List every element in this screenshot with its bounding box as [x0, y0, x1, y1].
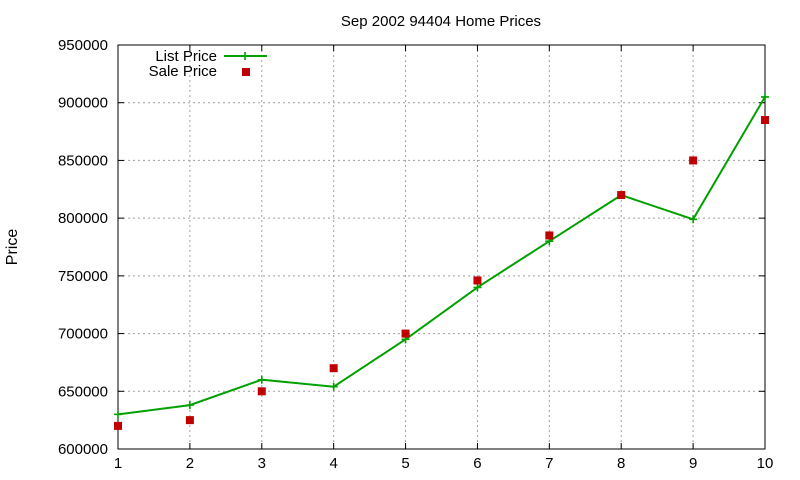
sale-price-point: [689, 156, 698, 165]
list-price-point: [329, 382, 338, 391]
y-tick-label: 700000: [58, 326, 108, 343]
x-tick-label: 2: [186, 455, 194, 472]
x-tick-label: 7: [545, 455, 553, 472]
sale-price-point: [185, 416, 194, 425]
y-tick-label: 950000: [58, 37, 108, 54]
x-axis: 1 2 3 4 5 6 7 8 9 10: [114, 45, 774, 472]
x-tick-label: 4: [329, 455, 337, 472]
series-layer: [114, 92, 769, 430]
y-axis: 600000 650000 700000 750000 800000 850000 9000…: [58, 37, 765, 458]
x-tick-label: 10: [757, 455, 774, 472]
legend-label-list-price: List Price: [155, 48, 217, 65]
sale-price-point: [257, 387, 266, 396]
legend-label-sale-price: Sale Price: [149, 63, 217, 80]
y-tick-label: 850000: [58, 152, 108, 169]
sale-price-point: [761, 116, 769, 125]
sale-price-point: [545, 231, 554, 240]
list-price-point: [761, 92, 769, 101]
sale-price-point: [114, 421, 122, 430]
list-price-point: [257, 375, 266, 384]
x-tick-label: 3: [258, 455, 266, 472]
sale-price-point: [473, 276, 482, 285]
x-tick-label: 9: [689, 455, 697, 472]
y-tick-label: 750000: [58, 268, 108, 285]
legend-marker-sale-price: [242, 68, 250, 76]
x-tick-label: 6: [473, 455, 481, 472]
grid: [118, 45, 765, 449]
plot-frame: [117, 44, 766, 450]
y-tick-label: 800000: [58, 210, 108, 227]
list-price-point: [185, 401, 194, 410]
y-axis-label: Price: [4, 229, 21, 266]
x-tick-label: 1: [114, 455, 122, 472]
sale-price-point: [329, 364, 338, 373]
sale-price-point: [617, 191, 626, 200]
list-price-line: [117, 96, 766, 416]
x-tick-label: 8: [617, 455, 625, 472]
legend-marker-list-price: [241, 52, 249, 60]
sale-price-point: [401, 329, 410, 338]
list-price-point: [473, 283, 482, 292]
list-price-point: [689, 215, 698, 224]
list-price-point: [114, 410, 122, 419]
chart-title: Sep 2002 94404 Home Prices: [341, 13, 541, 30]
x-tick-label: 5: [401, 455, 409, 472]
y-tick-label: 900000: [58, 95, 108, 112]
y-tick-label: 600000: [58, 441, 108, 458]
y-tick-label: 650000: [58, 383, 108, 400]
